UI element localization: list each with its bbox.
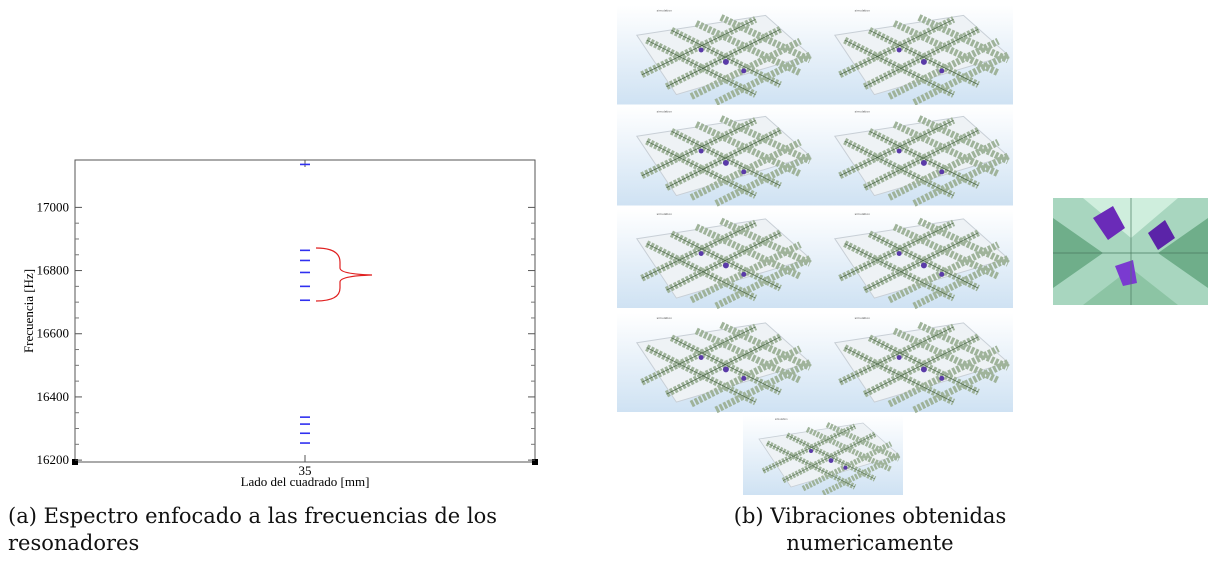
corner [532, 459, 538, 465]
corner [72, 459, 78, 465]
y-tick-label: 17000 [37, 199, 70, 214]
y-tick-label: 16600 [37, 326, 70, 341]
caption-b: (b) Vibraciones obtenidas numericamente [733, 504, 1007, 555]
x-tick-label: 35 [299, 463, 312, 478]
x-axis-label: Lado del cuadrado [mm] [241, 474, 370, 489]
brace-annotation [315, 247, 373, 302]
y-tick-label: 16200 [37, 452, 70, 467]
y-tick-label: 16800 [37, 263, 70, 278]
y-tick-label: 16400 [37, 389, 70, 404]
simulation-images: simulation [610, 0, 1208, 500]
chart: Lado del cuadrado [mm] Frecuencia [Hz] 1… [21, 159, 538, 489]
y-axis-label: Frecuencia [Hz] [21, 269, 36, 353]
caption-a: (a) Espectro enfocado a las frecuencias … [8, 504, 498, 555]
